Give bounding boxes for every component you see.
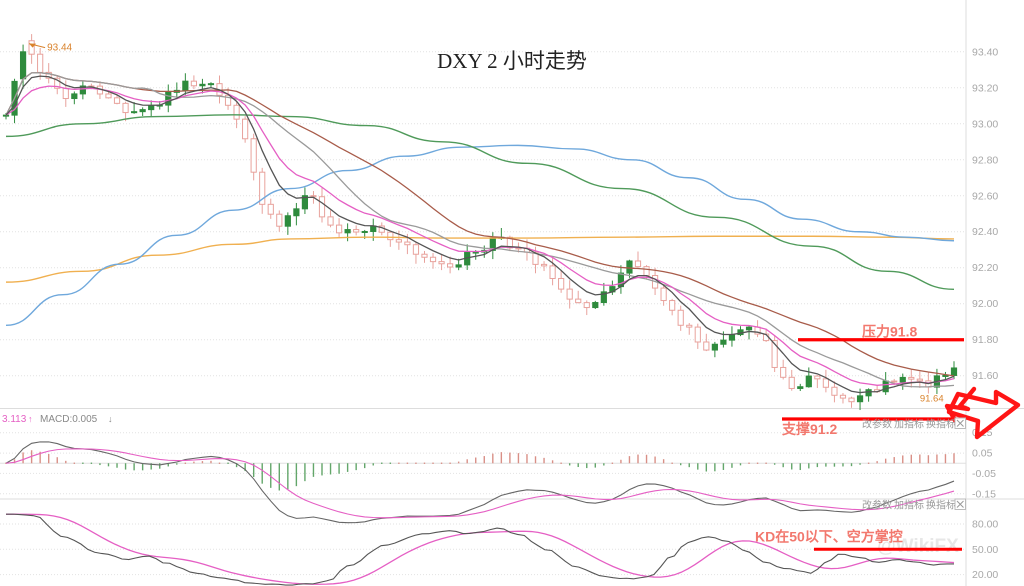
svg-text:加指标: 加指标 [894,499,924,512]
svg-text:改参数: 改参数 [862,418,892,431]
svg-text:改参数: 改参数 [862,499,892,512]
svg-text:DXY 2 小时走势: DXY 2 小时走势 [437,49,587,73]
svg-text:压力91.8: 压力91.8 [862,324,917,340]
svg-text:92.00: 92.00 [972,298,998,310]
svg-text:92.40: 92.40 [972,226,998,238]
svg-text:换指标: 换指标 [926,418,956,431]
svg-text:20.00: 20.00 [972,569,998,581]
svg-text:93.44: 93.44 [47,43,72,54]
svg-text:91.64: 91.64 [920,394,944,405]
svg-text:3.113: 3.113 [2,414,27,425]
svg-text:支撑91.2: 支撑91.2 [781,421,837,437]
svg-text:92.60: 92.60 [972,190,998,202]
svg-text:93.00: 93.00 [972,118,998,130]
svg-text:91.80: 91.80 [972,334,998,346]
svg-text:93.40: 93.40 [972,46,998,58]
svg-text:0.05: 0.05 [972,448,993,460]
svg-text:50.00: 50.00 [972,544,998,556]
svg-text:91.60: 91.60 [972,370,998,382]
svg-text:↑: ↑ [28,414,33,424]
svg-text:MACD:0.005: MACD:0.005 [40,414,98,425]
svg-text:KD在50以下、空方掌控: KD在50以下、空方掌控 [755,528,903,544]
svg-text:93.20: 93.20 [972,82,998,94]
svg-text:-0.15: -0.15 [972,488,996,500]
svg-text:92.20: 92.20 [972,262,998,274]
svg-text:80.00: 80.00 [972,519,998,531]
svg-text:-0.05: -0.05 [972,468,996,480]
svg-text:加指标: 加指标 [894,418,924,431]
svg-text:换指标: 换指标 [926,499,956,512]
svg-text:92.80: 92.80 [972,154,998,166]
svg-text:↓: ↓ [108,414,113,424]
